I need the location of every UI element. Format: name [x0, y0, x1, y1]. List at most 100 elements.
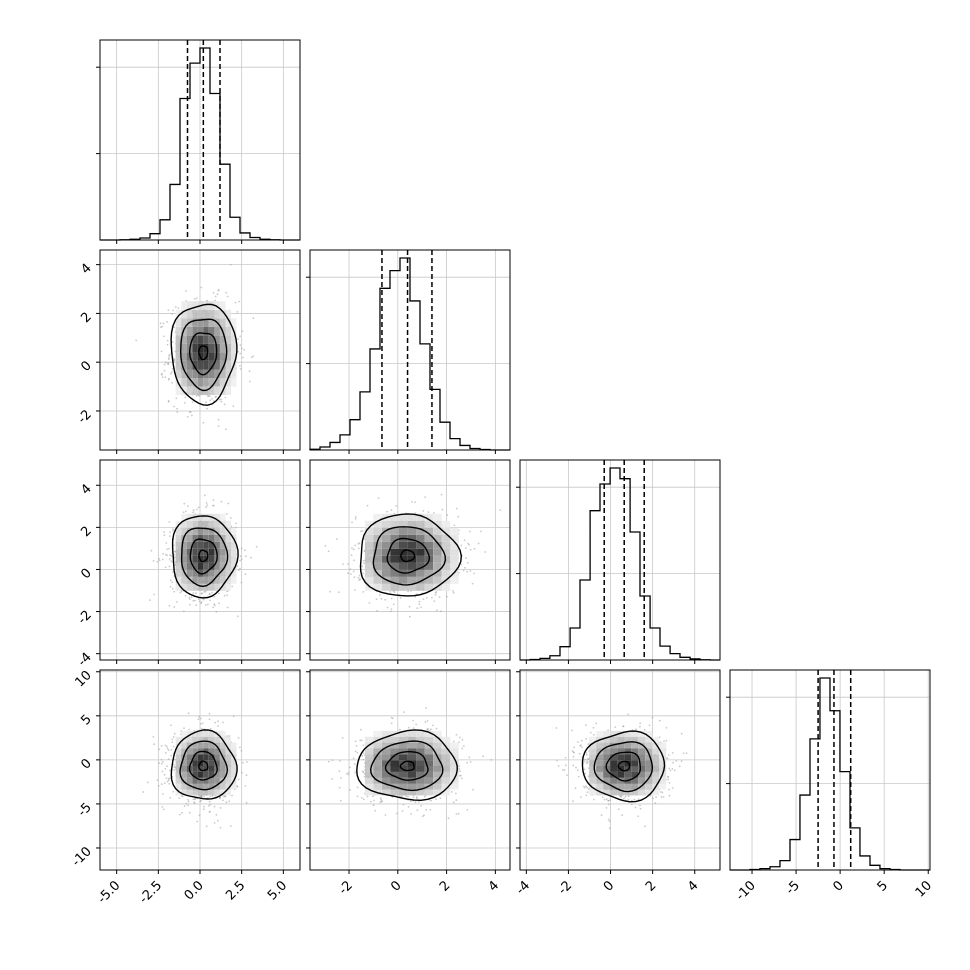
- contour-line: [605, 751, 641, 782]
- contour-line: [372, 526, 447, 586]
- density-cell: [441, 760, 451, 767]
- density-cell: [231, 576, 237, 584]
- density-cell: [186, 352, 193, 361]
- density-cell: [624, 766, 632, 772]
- density-cell: [407, 569, 417, 577]
- density-cell: [424, 548, 434, 556]
- scatter-point: [665, 739, 668, 742]
- density-cell: [175, 309, 182, 319]
- scatter-point: [208, 800, 211, 803]
- scatter-point: [430, 799, 432, 802]
- scatter-point: [623, 797, 625, 800]
- scatter-point: [211, 591, 213, 594]
- density-cell: [175, 760, 182, 767]
- scatter-point: [592, 798, 595, 801]
- contour-line: [399, 760, 415, 772]
- density-cell: [231, 569, 237, 577]
- scatter-point: [564, 764, 567, 767]
- y-tick-label: 4: [78, 481, 94, 497]
- y-tick-label: 2: [78, 524, 94, 540]
- density-cell: [208, 326, 215, 336]
- scatter-point: [376, 609, 379, 612]
- scatter-point: [175, 601, 178, 603]
- scatter-point: [201, 592, 204, 595]
- scatter-point: [461, 738, 464, 741]
- scatter-point: [581, 739, 583, 742]
- density-cell: [364, 527, 374, 535]
- scatter-point: [163, 531, 166, 533]
- scatter-point: [161, 806, 164, 808]
- density-cell: [399, 754, 408, 761]
- scatter-point: [208, 712, 211, 715]
- scatter-point: [389, 610, 392, 613]
- scatter-point: [173, 590, 176, 593]
- scatter-point: [649, 795, 652, 797]
- scatter-point: [227, 502, 230, 505]
- scatter-point: [237, 778, 240, 781]
- scatter-point: [187, 800, 190, 803]
- density-cell: [645, 742, 653, 749]
- scatter-point: [236, 615, 239, 618]
- contour-line: [188, 750, 218, 781]
- scatter-point: [441, 508, 444, 511]
- scatter-point: [232, 405, 235, 408]
- scatter-point: [198, 814, 201, 817]
- scatter-point: [582, 785, 585, 788]
- density-cell: [214, 369, 220, 378]
- density-cell: [197, 583, 204, 591]
- y-tick-label: 5: [78, 712, 94, 728]
- scatter-point: [403, 711, 405, 713]
- scatter-point: [163, 534, 166, 537]
- density-cell: [214, 789, 220, 796]
- scatter-point: [201, 722, 204, 725]
- scatter-point: [185, 290, 188, 292]
- scatter-point: [384, 598, 387, 601]
- scatter-point: [469, 570, 472, 572]
- scatter-point: [572, 800, 574, 803]
- scatter-point: [377, 497, 380, 499]
- scatter-point: [469, 760, 472, 763]
- density-cell: [416, 569, 425, 577]
- density-cell: [181, 766, 187, 772]
- density-cell: [208, 736, 215, 743]
- scatter-point: [666, 757, 669, 759]
- panel-frame: [519, 669, 721, 871]
- scatter-point: [168, 547, 170, 550]
- density-cell: [192, 555, 198, 563]
- scatter-point: [166, 343, 169, 346]
- scatter-point: [671, 768, 674, 770]
- density-cell: [231, 783, 237, 790]
- x-tick-label: -5: [783, 878, 803, 898]
- density-cell: [450, 766, 459, 772]
- scatter-point: [205, 825, 208, 828]
- density-cell: [382, 742, 391, 749]
- density-cell: [225, 760, 231, 767]
- scatter-point: [608, 803, 610, 806]
- scatter-point: [349, 766, 351, 769]
- density-cell: [220, 789, 226, 796]
- density-cell: [214, 562, 220, 570]
- density-cell: [181, 369, 187, 378]
- scatter-point: [217, 725, 219, 727]
- density-cell: [373, 534, 382, 542]
- scatter-point: [187, 505, 189, 507]
- density-cell: [382, 541, 391, 549]
- scatter-point: [158, 559, 161, 562]
- density-cell: [441, 548, 451, 556]
- density-cell: [186, 335, 193, 344]
- scatter-point: [245, 555, 247, 558]
- scatter-point: [188, 596, 191, 599]
- scatter-point: [241, 771, 243, 774]
- y-tick-label: 0: [78, 756, 94, 772]
- scatter-point: [682, 752, 685, 755]
- scatter-point: [173, 758, 176, 761]
- scatter-point: [466, 561, 469, 564]
- density-cell: [603, 754, 611, 761]
- scatter-point: [158, 748, 161, 751]
- x-tick-label: 2: [437, 878, 453, 894]
- density-cell: [175, 777, 182, 784]
- density-cell: [596, 777, 604, 784]
- density-cell: [192, 378, 198, 387]
- density-cell: [399, 548, 408, 556]
- scatter-point: [190, 596, 193, 599]
